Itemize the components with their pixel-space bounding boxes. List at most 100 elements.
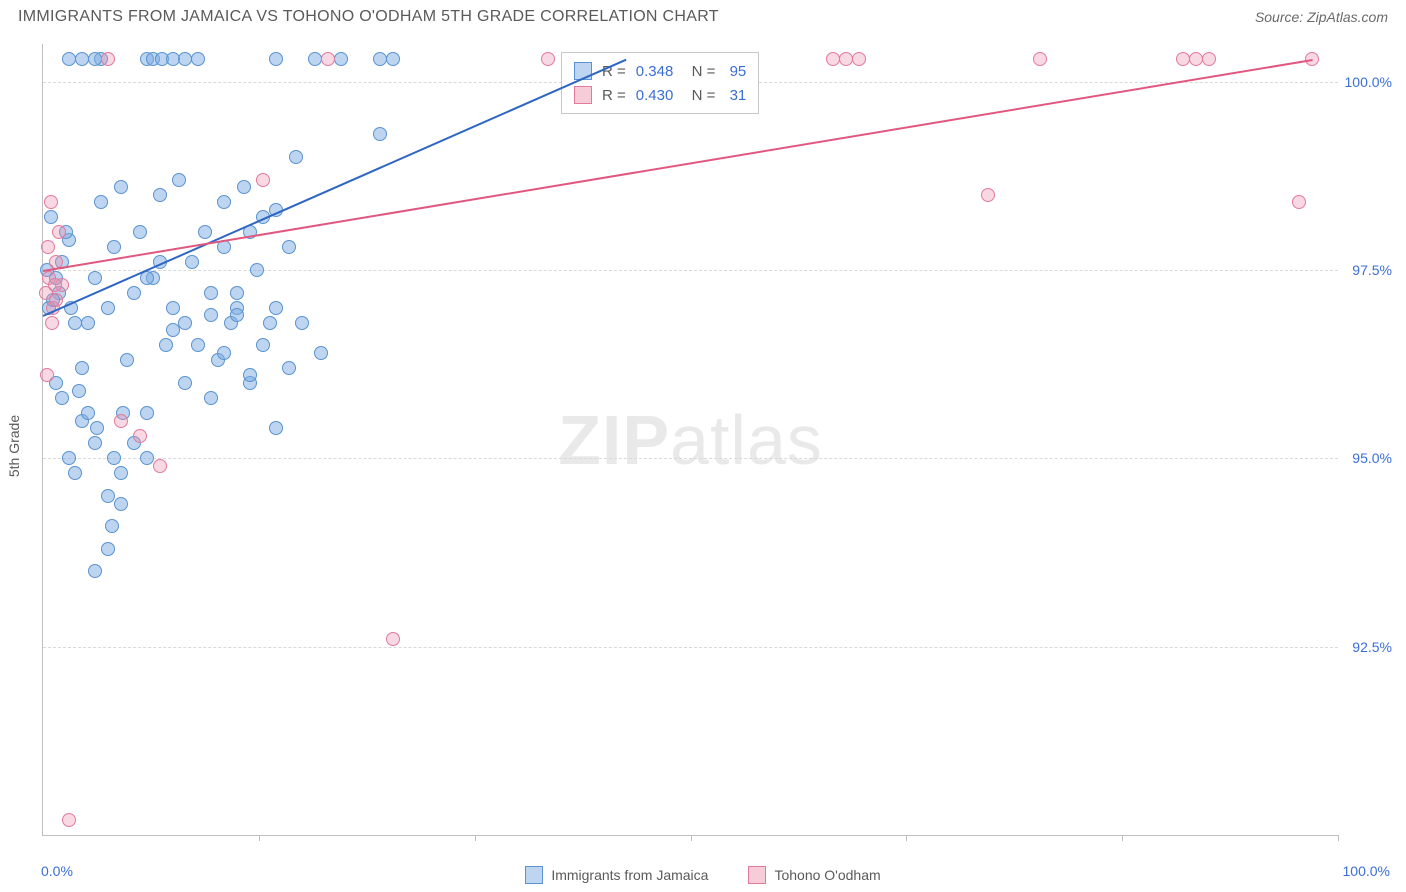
scatter-point (230, 286, 244, 300)
stat-swatch (574, 86, 592, 104)
scatter-point (243, 368, 257, 382)
scatter-point (94, 195, 108, 209)
scatter-point (1176, 52, 1190, 66)
scatter-point (88, 564, 102, 578)
scatter-point (373, 127, 387, 141)
scatter-point (133, 429, 147, 443)
scatter-point (101, 489, 115, 503)
scatter-point (230, 308, 244, 322)
x-tick-mark (691, 835, 692, 841)
scatter-point (256, 338, 270, 352)
scatter-point (178, 376, 192, 390)
scatter-point (114, 497, 128, 511)
scatter-point (127, 286, 141, 300)
stat-n-label: N = (683, 87, 715, 104)
legend-label-tohono: Tohono O'odham (774, 867, 880, 883)
scatter-point (269, 52, 283, 66)
scatter-point (269, 421, 283, 435)
y-tick-label: 97.5% (1352, 262, 1392, 278)
scatter-point (289, 150, 303, 164)
scatter-point (72, 384, 86, 398)
legend-item-tohono: Tohono O'odham (748, 866, 880, 884)
stat-n-value: 95 (725, 63, 746, 80)
scatter-point (107, 240, 121, 254)
x-tick-mark (475, 835, 476, 841)
scatter-point (839, 52, 853, 66)
scatter-point (237, 180, 251, 194)
y-tick-label: 95.0% (1352, 450, 1392, 466)
x-tick-mark (906, 835, 907, 841)
scatter-point (48, 278, 62, 292)
scatter-point (541, 52, 555, 66)
stat-r-value: 0.348 (636, 63, 674, 80)
scatter-point (166, 323, 180, 337)
scatter-point (88, 436, 102, 450)
chart-source: Source: ZipAtlas.com (1255, 9, 1388, 25)
scatter-point (159, 338, 173, 352)
scatter-point (75, 52, 89, 66)
scatter-point (386, 632, 400, 646)
scatter-point (120, 353, 134, 367)
scatter-point (256, 173, 270, 187)
stat-n-value: 31 (725, 87, 746, 104)
scatter-point (185, 255, 199, 269)
scatter-point (55, 391, 69, 405)
scatter-point (321, 52, 335, 66)
plot-region: ZIPatlas 92.5%95.0%97.5%100.0%0.0%100.0%… (42, 44, 1338, 836)
scatter-point (172, 173, 186, 187)
chart-title: IMMIGRANTS FROM JAMAICA VS TOHONO O'ODHA… (18, 8, 719, 26)
scatter-point (1189, 52, 1203, 66)
scatter-point (153, 188, 167, 202)
scatter-point (101, 301, 115, 315)
scatter-point (140, 451, 154, 465)
scatter-point (191, 52, 205, 66)
legend-item-jamaica: Immigrants from Jamaica (525, 866, 708, 884)
scatter-point (295, 316, 309, 330)
scatter-point (44, 195, 58, 209)
legend-swatch-blue (525, 866, 543, 884)
scatter-point (178, 52, 192, 66)
correlation-stat-box: R =0.348 N = 95R =0.430 N = 31 (561, 52, 759, 114)
scatter-point (308, 52, 322, 66)
watermark: ZIPatlas (558, 400, 823, 480)
scatter-point (314, 346, 328, 360)
legend-label-jamaica: Immigrants from Jamaica (551, 867, 708, 883)
scatter-point (166, 52, 180, 66)
scatter-point (107, 451, 121, 465)
scatter-point (204, 286, 218, 300)
stat-n-label: N = (683, 63, 715, 80)
scatter-point (105, 519, 119, 533)
scatter-point (90, 421, 104, 435)
scatter-point (166, 301, 180, 315)
chart-header: IMMIGRANTS FROM JAMAICA VS TOHONO O'ODHA… (0, 0, 1406, 30)
scatter-point (114, 466, 128, 480)
scatter-point (334, 52, 348, 66)
scatter-point (153, 459, 167, 473)
scatter-point (114, 180, 128, 194)
scatter-point (81, 406, 95, 420)
scatter-point (101, 52, 115, 66)
bottom-legend: Immigrants from Jamaica Tohono O'odham (0, 866, 1406, 884)
scatter-point (1292, 195, 1306, 209)
scatter-point (68, 466, 82, 480)
stat-row: R =0.430 N = 31 (574, 83, 746, 107)
gridline (43, 647, 1338, 648)
scatter-point (62, 451, 76, 465)
scatter-point (826, 52, 840, 66)
y-tick-label: 100.0% (1345, 74, 1392, 90)
scatter-point (386, 52, 400, 66)
scatter-point (217, 346, 231, 360)
gridline (43, 458, 1338, 459)
scatter-point (88, 271, 102, 285)
scatter-point (852, 52, 866, 66)
scatter-point (981, 188, 995, 202)
x-tick-mark (1338, 835, 1339, 841)
legend-swatch-pink (748, 866, 766, 884)
scatter-point (114, 414, 128, 428)
scatter-point (49, 293, 63, 307)
scatter-point (62, 813, 76, 827)
scatter-point (198, 225, 212, 239)
x-tick-mark (259, 835, 260, 841)
scatter-point (263, 316, 277, 330)
scatter-point (88, 52, 102, 66)
